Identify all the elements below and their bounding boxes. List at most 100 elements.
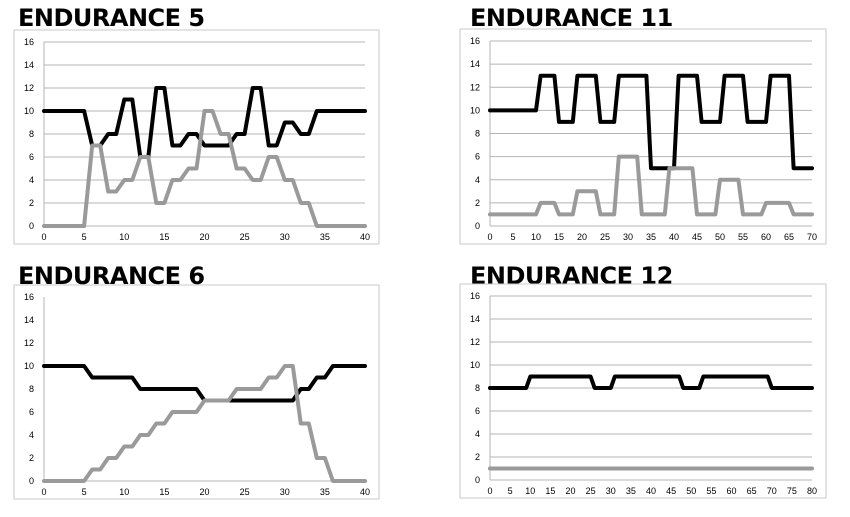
- x-tick-label: 20: [199, 232, 209, 242]
- y-tick-label: 14: [470, 59, 480, 69]
- x-tick-label: 0: [41, 232, 46, 242]
- x-tick-label: 50: [686, 486, 696, 496]
- x-tick-label: 60: [726, 486, 736, 496]
- y-tick-label: 12: [24, 338, 34, 348]
- x-tick-label: 0: [41, 487, 46, 497]
- y-tick-label: 12: [470, 82, 480, 92]
- y-tick-label: 16: [24, 292, 34, 302]
- x-tick-label: 15: [545, 486, 555, 496]
- y-tick-label: 8: [475, 129, 480, 139]
- y-tick-label: 4: [475, 429, 480, 439]
- y-tick-label: 6: [29, 407, 34, 417]
- y-tick-label: 8: [29, 384, 34, 394]
- y-tick-label: 2: [29, 453, 34, 463]
- y-tick-label: 4: [29, 175, 34, 185]
- y-tick-label: 8: [475, 383, 480, 393]
- y-tick-label: 4: [475, 175, 480, 185]
- y-tick-label: 6: [29, 152, 34, 162]
- y-tick-label: 10: [470, 105, 480, 115]
- x-tick-label: 35: [320, 487, 330, 497]
- y-tick-label: 10: [24, 106, 34, 116]
- y-tick-label: 14: [24, 315, 34, 325]
- plot-frame: [459, 283, 827, 499]
- x-tick-label: 65: [784, 232, 794, 242]
- x-tick-label: 40: [360, 232, 370, 242]
- y-tick-label: 16: [470, 36, 480, 46]
- x-tick-label: 30: [280, 487, 290, 497]
- x-tick-label: 60: [761, 232, 771, 242]
- y-tick-label: 2: [475, 198, 480, 208]
- x-tick-label: 20: [199, 487, 209, 497]
- x-tick-label: 45: [666, 486, 676, 496]
- x-tick-label: 5: [82, 487, 87, 497]
- y-tick-label: 2: [29, 198, 34, 208]
- x-tick-label: 25: [240, 232, 250, 242]
- series-line-gray: [488, 154, 814, 217]
- series-line-gray: [42, 364, 367, 483]
- x-tick-label: 5: [510, 232, 515, 242]
- x-tick-label: 35: [626, 486, 636, 496]
- x-tick-label: 0: [487, 486, 492, 496]
- y-tick-label: 12: [470, 337, 480, 347]
- y-tick-label: 4: [29, 430, 34, 440]
- x-tick-label: 30: [606, 486, 616, 496]
- x-tick-label: 25: [240, 487, 250, 497]
- y-tick-label: 2: [475, 452, 480, 462]
- x-tick-label: 65: [747, 486, 757, 496]
- x-tick-label: 70: [807, 232, 817, 242]
- x-tick-label: 15: [554, 232, 564, 242]
- x-tick-label: 55: [706, 486, 716, 496]
- x-tick-label: 35: [646, 232, 656, 242]
- x-tick-label: 10: [525, 486, 535, 496]
- x-tick-label: 75: [787, 486, 797, 496]
- x-tick-label: 45: [692, 232, 702, 242]
- y-tick-label: 0: [29, 476, 34, 486]
- y-tick-label: 0: [475, 221, 480, 231]
- chart-title: ENDURANCE 5: [18, 4, 205, 32]
- series-line-black: [488, 73, 814, 171]
- x-tick-label: 40: [669, 232, 679, 242]
- y-tick-label: 16: [470, 291, 480, 301]
- y-tick-label: 10: [470, 360, 480, 370]
- x-tick-label: 10: [531, 232, 541, 242]
- x-tick-label: 10: [119, 487, 129, 497]
- y-tick-label: 16: [24, 37, 34, 47]
- series-line-gray: [42, 109, 367, 228]
- series-line-black: [42, 364, 367, 403]
- x-tick-label: 15: [159, 487, 169, 497]
- x-tick-label: 30: [280, 232, 290, 242]
- x-tick-label: 0: [487, 232, 492, 242]
- x-tick-label: 15: [159, 232, 169, 242]
- x-tick-label: 10: [119, 232, 129, 242]
- x-tick-label: 80: [807, 486, 817, 496]
- x-tick-label: 35: [320, 232, 330, 242]
- x-tick-label: 20: [577, 232, 587, 242]
- series-line-black: [488, 374, 814, 390]
- y-tick-label: 14: [470, 314, 480, 324]
- x-tick-label: 20: [565, 486, 575, 496]
- y-tick-label: 0: [29, 221, 34, 231]
- chart-title: ENDURANCE 11: [470, 4, 673, 32]
- x-tick-label: 40: [360, 487, 370, 497]
- x-tick-label: 50: [715, 232, 725, 242]
- x-tick-label: 5: [82, 232, 87, 242]
- y-tick-label: 10: [24, 361, 34, 371]
- x-tick-label: 70: [767, 486, 777, 496]
- chart-title: ENDURANCE 6: [18, 262, 205, 290]
- y-tick-label: 14: [24, 60, 34, 70]
- x-tick-label: 25: [586, 486, 596, 496]
- y-tick-label: 6: [475, 406, 480, 416]
- y-tick-label: 12: [24, 83, 34, 93]
- x-tick-label: 30: [623, 232, 633, 242]
- x-tick-label: 55: [738, 232, 748, 242]
- y-tick-label: 6: [475, 152, 480, 162]
- x-tick-label: 5: [508, 486, 513, 496]
- y-tick-label: 0: [475, 475, 480, 485]
- series-line-black: [42, 86, 367, 159]
- x-tick-label: 25: [600, 232, 610, 242]
- x-tick-label: 40: [646, 486, 656, 496]
